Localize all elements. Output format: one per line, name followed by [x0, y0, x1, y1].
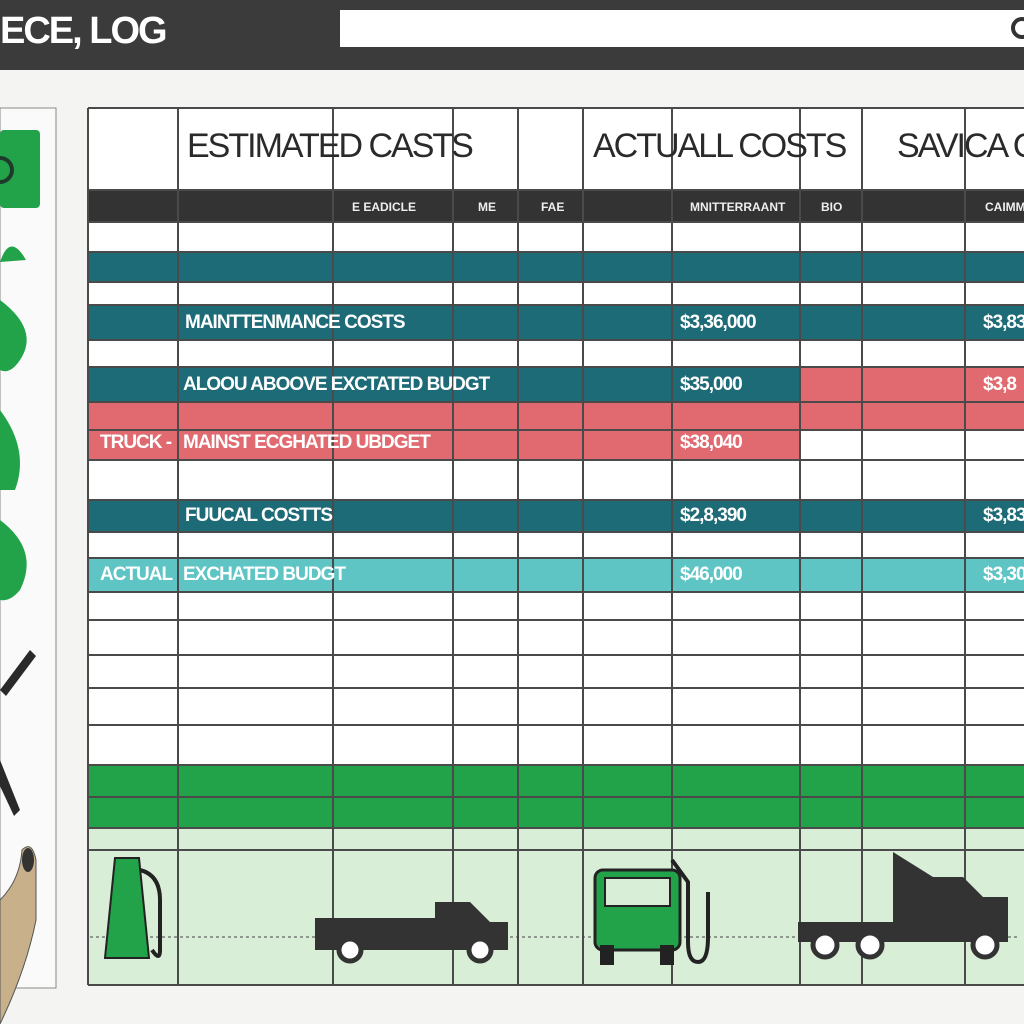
row-actual: $2,8,390	[680, 505, 746, 526]
sidebar-icon[interactable]	[0, 760, 20, 816]
subheader: CAIMM	[985, 200, 1024, 214]
row-band	[88, 252, 1024, 282]
column-header: SAVICA CO	[897, 127, 1024, 165]
row-band	[88, 430, 800, 460]
sidebar-icon[interactable]	[0, 650, 36, 696]
row-actual: $3,36,000	[680, 312, 756, 333]
row-band	[800, 367, 1024, 402]
row-band	[88, 367, 800, 402]
sidebar-icon[interactable]	[0, 410, 20, 490]
row-category: TRUCK -	[100, 432, 172, 453]
search-icon[interactable]	[1011, 17, 1024, 39]
subheader: MNITTERRAANT	[690, 200, 786, 214]
grid	[87, 107, 1024, 986]
row-actual: $38,040	[680, 432, 742, 453]
row-saving: $3,83	[983, 312, 1024, 333]
row-description: ALOOU ABOOVE EXCTATED BUDGT	[183, 374, 491, 395]
row-band	[88, 500, 1024, 532]
sidebar-icon[interactable]	[0, 520, 27, 601]
row-saving: $3,8	[983, 374, 1016, 395]
hand	[0, 846, 37, 1024]
subheader-row	[88, 190, 1024, 222]
row-saving: $4.5	[983, 432, 1017, 453]
green-car	[593, 858, 710, 965]
row-saving: $3,83	[983, 505, 1024, 526]
column-header: ESTIMATED CASTS	[187, 127, 473, 165]
row-description: FUUCAL COSTTS	[185, 505, 332, 526]
semi-truck	[798, 852, 1008, 960]
sidebar-icon[interactable]	[0, 300, 27, 372]
fuel-pump	[103, 857, 162, 959]
row-description: MAINST ECGHATED UBDGET	[183, 432, 431, 453]
subheader: BIO	[821, 200, 842, 214]
search-box[interactable]	[340, 10, 1024, 47]
row-band	[88, 558, 1024, 592]
pickup-truck	[315, 902, 508, 964]
row-description: MAINTTENMANCE COSTS	[185, 312, 405, 333]
row-actual: $35,000	[680, 374, 742, 395]
subheader: ME	[478, 200, 496, 214]
sidebar-icon[interactable]	[0, 130, 40, 208]
row-band	[88, 402, 1024, 430]
fingernail	[22, 848, 34, 872]
row-actual: $46,000	[680, 564, 742, 585]
sidebar-icon[interactable]	[0, 246, 26, 262]
subheader: E EADICLE	[352, 200, 416, 214]
row-band	[88, 305, 1024, 340]
app-title: ECE, LOG	[0, 10, 166, 52]
row-saving: $3,30	[983, 564, 1024, 585]
row-description: EXCHATED BUDGT	[183, 564, 346, 585]
icon-glyph	[0, 156, 14, 184]
column-header: ACTUALL COSTS	[593, 127, 847, 165]
table	[87, 107, 1024, 986]
subheader: FAE	[541, 200, 564, 214]
footer-band	[88, 828, 1024, 985]
row-category: ACTUAL	[100, 564, 173, 585]
